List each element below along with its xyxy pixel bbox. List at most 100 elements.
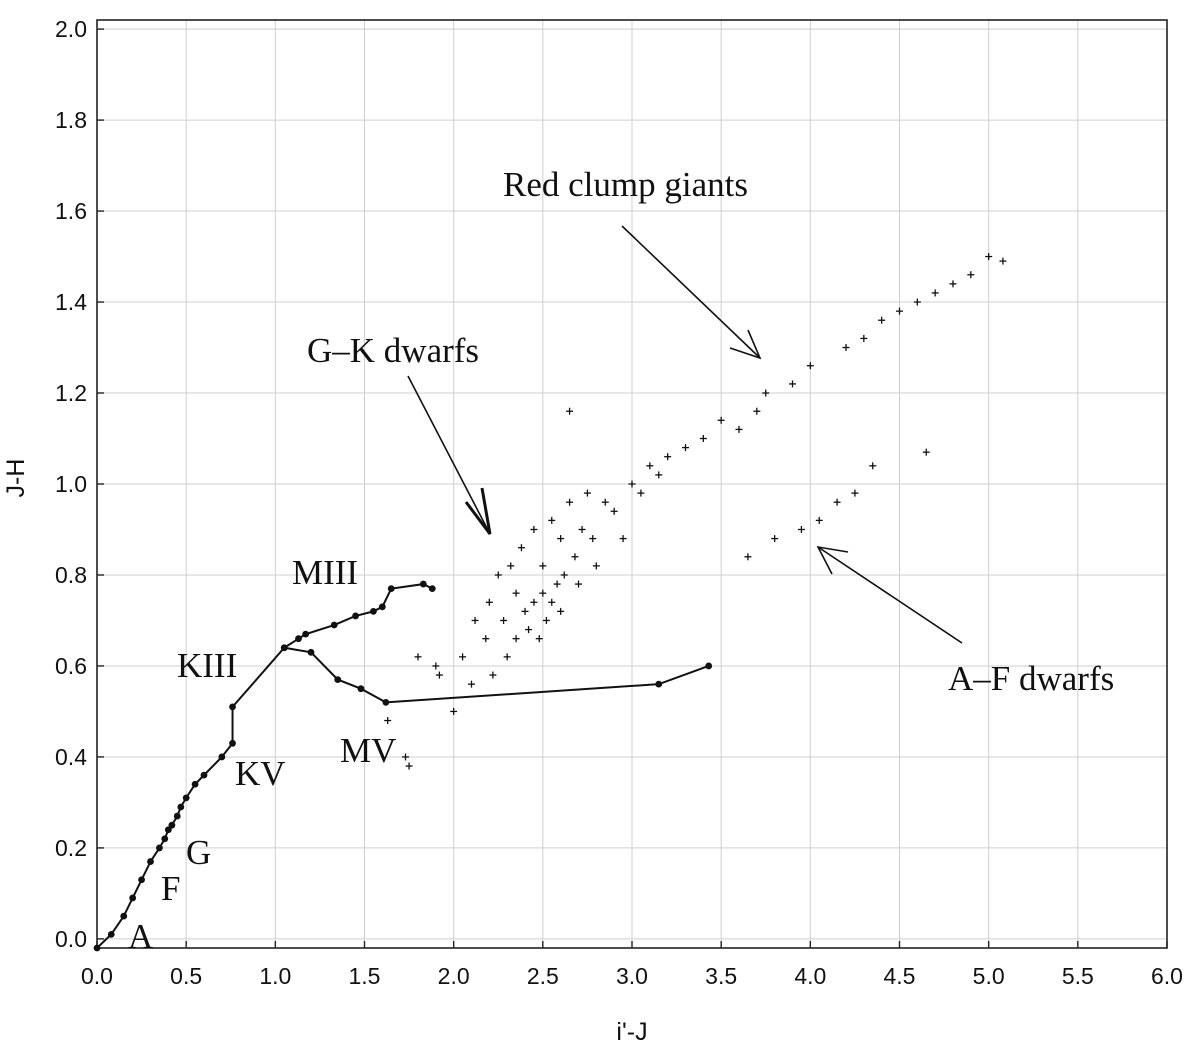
data-point <box>557 607 565 615</box>
giant-track-point <box>295 635 302 643</box>
label-gk-dwarfs: G–K dwarfs <box>307 331 479 370</box>
data-point <box>503 653 511 661</box>
y-axis-label: J-H <box>2 459 30 498</box>
stellar-tracks <box>93 580 713 952</box>
data-point <box>535 635 543 643</box>
y-tick-label: 0.8 <box>55 562 87 588</box>
y-tick-label: 1.2 <box>55 380 87 406</box>
dwarf-track-point <box>307 648 315 656</box>
dwarf-track-point <box>229 703 236 711</box>
dwarf-track-point <box>129 894 137 902</box>
data-point <box>744 553 752 561</box>
dwarf-track-point <box>655 680 663 688</box>
data-point <box>949 280 957 288</box>
giant-track-point <box>419 580 427 588</box>
dwarf-track-point <box>705 662 713 670</box>
data-point <box>548 516 556 524</box>
giant-track-point <box>352 612 359 620</box>
data-point <box>913 298 921 306</box>
data-point <box>414 653 422 661</box>
data-point <box>489 671 497 679</box>
dwarf-track-point <box>120 912 128 920</box>
data-point <box>999 257 1007 265</box>
y-tick-label: 0.4 <box>55 744 87 770</box>
x-axis-label: i'-J <box>616 1018 647 1046</box>
data-point <box>601 498 609 506</box>
x-tick-label: 4.5 <box>884 963 916 989</box>
data-point <box>789 380 796 388</box>
data-point <box>878 316 886 324</box>
x-tick-label: 6.0 <box>1151 963 1183 989</box>
data-point <box>384 717 392 725</box>
arrow-red-clump <box>621 225 761 359</box>
data-point <box>699 435 707 443</box>
data-point <box>860 334 868 342</box>
data-point <box>542 616 550 624</box>
data-point <box>507 562 515 570</box>
dwarf-track-point <box>156 844 163 852</box>
dwarf-track-point <box>357 685 365 693</box>
y-axis-ticks: 0.0 0.2 0.4 0.6 0.8 1.0 1.2 1.4 1.6 1.8 2.0 <box>55 16 104 952</box>
data-point <box>530 525 538 533</box>
label-A: A <box>128 917 154 956</box>
data-point <box>405 762 413 770</box>
data-point <box>842 344 850 352</box>
data-point <box>655 471 663 479</box>
data-point <box>566 498 574 506</box>
data-point <box>682 444 689 452</box>
dwarf-track-point <box>200 771 208 779</box>
giant-track-point <box>428 585 436 593</box>
data-point <box>485 598 493 606</box>
data-point <box>815 516 823 524</box>
dwarf-track-point <box>182 794 190 802</box>
dwarf-track-point <box>218 753 226 761</box>
data-point <box>553 580 561 588</box>
label-af-dwarfs: A–F dwarfs <box>948 659 1114 698</box>
data-point <box>637 489 645 497</box>
dwarf-track-point <box>138 876 145 884</box>
y-tick-label: 2.0 <box>55 16 87 42</box>
arrowhead-af-dwarfs <box>816 545 849 575</box>
data-point <box>806 362 814 370</box>
data-point <box>771 535 779 543</box>
dwarf-track-point <box>107 930 115 938</box>
data-point <box>735 425 743 433</box>
data-point <box>896 307 903 315</box>
data-point <box>435 671 443 679</box>
y-tick-label: 0.2 <box>55 835 87 861</box>
label-KV: KV <box>235 754 286 793</box>
data-point <box>471 616 479 624</box>
data-point <box>583 489 591 497</box>
x-tick-label: 2.5 <box>527 963 559 989</box>
data-point <box>530 598 538 606</box>
data-point <box>851 489 859 497</box>
data-point <box>985 253 993 261</box>
dwarf-track-point <box>173 812 181 820</box>
dwarf-track-point <box>161 835 169 843</box>
x-tick-label: 3.0 <box>616 963 648 989</box>
x-tick-label: 4.0 <box>794 963 826 989</box>
y-tick-label: 1.6 <box>55 198 87 224</box>
data-point <box>512 635 520 643</box>
data-point <box>833 498 841 506</box>
y-tick-label: 1.8 <box>55 107 87 133</box>
data-point <box>619 535 627 543</box>
x-axis-ticks: 0.0 0.5 1.0 1.5 2.0 2.5 3.0 3.5 4.0 4.5 5.0 5.5 6.0 <box>81 941 1183 989</box>
dwarf-track-point <box>168 821 176 829</box>
data-point <box>571 553 579 561</box>
data-point <box>592 562 600 570</box>
giant-track-point <box>370 607 377 615</box>
x-tick-label: 3.5 <box>705 963 737 989</box>
data-point <box>459 653 467 661</box>
data-point <box>468 680 475 688</box>
x-tick-label: 5.5 <box>1062 963 1094 989</box>
giant-track-point <box>280 644 288 652</box>
data-point <box>664 453 672 461</box>
label-G: G <box>186 833 211 872</box>
label-MV: MV <box>340 731 396 770</box>
scatter-points <box>384 253 1007 770</box>
arrowhead-red-clump <box>729 329 762 360</box>
data-point <box>402 753 410 761</box>
data-point <box>560 571 568 579</box>
